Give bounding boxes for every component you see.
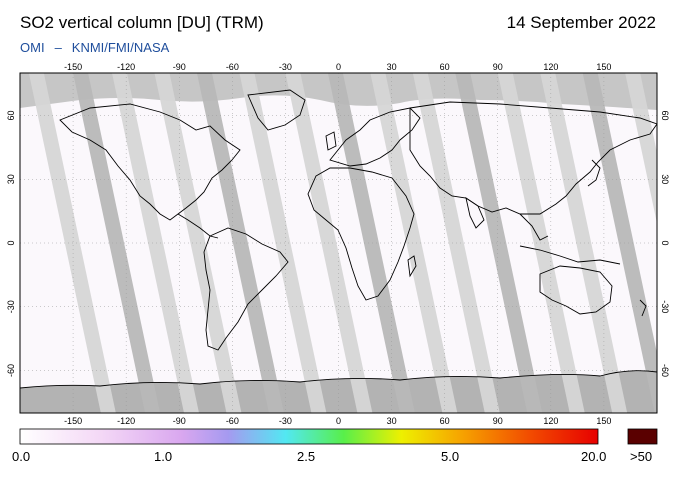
date-label: 14 September 2022 — [506, 13, 656, 32]
longitude-label: 90 — [493, 62, 503, 72]
longitude-label: -120 — [117, 62, 135, 72]
coast-europe — [329, 107, 421, 167]
coast-north-america — [59, 103, 241, 221]
longitude-labels-bottom: -150 -120 -90 -60 -30 0 30 60 90 120 150 — [64, 416, 611, 426]
colorbar-gradient — [19, 428, 599, 445]
coast-indonesia — [519, 245, 621, 265]
latitude-labels-left: 60 30 0 -30 -60 — [6, 110, 16, 377]
orbit-swath — [540, 73, 628, 413]
chart-title: SO2 vertical column [DU] (TRM) — [20, 13, 264, 32]
latitude-label: -60 — [6, 364, 16, 377]
longitude-label: -150 — [64, 416, 82, 426]
longitude-label: -60 — [226, 62, 239, 72]
orbit-swath — [625, 73, 657, 224]
longitude-label: -120 — [117, 416, 135, 426]
source-institutions: KNMI/FMI/NASA — [71, 40, 170, 55]
colorbar-label-3: 5.0 — [441, 449, 460, 464]
colorbar-label-1: 1.0 — [154, 449, 173, 464]
coast-central-america — [177, 213, 219, 239]
longitude-label: -30 — [279, 62, 292, 72]
coast-south-america — [203, 227, 289, 351]
coast-australia — [539, 265, 613, 315]
orbit-swath — [154, 73, 242, 413]
latitude-label: -60 — [660, 364, 670, 377]
coast-india — [465, 197, 485, 229]
coast-antarctica — [20, 370, 657, 389]
latitude-labels-right: 60 30 0 -30 -60 — [660, 110, 670, 377]
latitude-label: 60 — [6, 110, 16, 120]
orbit-swath — [239, 73, 327, 413]
colorbar-label-4: 20.0 — [581, 449, 607, 464]
longitude-label: 90 — [493, 416, 503, 426]
source-instrument: OMI — [20, 40, 45, 55]
graticule — [20, 73, 657, 413]
longitude-label: 30 — [387, 416, 397, 426]
latitude-label: 0 — [6, 240, 16, 245]
colorbar-label-0: 0.0 — [12, 449, 31, 464]
longitude-label: -150 — [64, 62, 82, 72]
coast-asia — [409, 101, 657, 215]
data-source: OMI – KNMI/FMI/NASA — [20, 40, 169, 55]
colorbar-label-5: >50 — [630, 449, 653, 464]
latitude-label: -30 — [6, 300, 16, 313]
latitude-label: -30 — [660, 300, 670, 313]
latitude-label: 0 — [660, 240, 670, 245]
longitude-label: 0 — [336, 62, 341, 72]
coast-uk — [325, 131, 337, 151]
latitude-label: 30 — [660, 174, 670, 184]
coast-southeast-asia — [519, 213, 549, 241]
latitude-label: 60 — [660, 110, 670, 120]
latitude-label: 30 — [6, 174, 16, 184]
coastlines — [20, 89, 657, 389]
colorbar-overflow — [627, 428, 658, 445]
longitude-label: 60 — [440, 416, 450, 426]
longitude-label: 60 — [440, 62, 450, 72]
orbit-swath — [112, 73, 200, 413]
longitude-labels-top: -150 -120 -90 -60 -30 0 30 60 90 120 150 — [64, 62, 611, 72]
source-separator: – — [54, 40, 62, 55]
longitude-label: -90 — [173, 416, 186, 426]
longitude-label: 150 — [596, 62, 611, 72]
orbit-swath — [582, 73, 657, 413]
longitude-label: 30 — [387, 62, 397, 72]
map-frame — [19, 72, 658, 414]
coast-greenland — [247, 89, 306, 131]
orbit-swath — [327, 73, 415, 413]
orbit-swath — [455, 73, 543, 413]
colorbar-label-2: 2.5 — [297, 449, 316, 464]
coast-japan — [587, 159, 601, 187]
longitude-label: -90 — [173, 62, 186, 72]
map-panel — [20, 73, 657, 413]
orbit-swath — [370, 73, 458, 413]
coast-africa — [307, 167, 415, 301]
orbit-swath — [497, 73, 585, 413]
longitude-label: 120 — [543, 62, 558, 72]
longitude-label: -60 — [226, 416, 239, 426]
longitude-label: 0 — [336, 416, 341, 426]
coast-madagascar — [407, 255, 417, 278]
coast-new-zealand — [639, 299, 647, 317]
longitude-label: 120 — [543, 416, 558, 426]
longitude-label: 150 — [596, 416, 611, 426]
longitude-label: -30 — [279, 416, 292, 426]
